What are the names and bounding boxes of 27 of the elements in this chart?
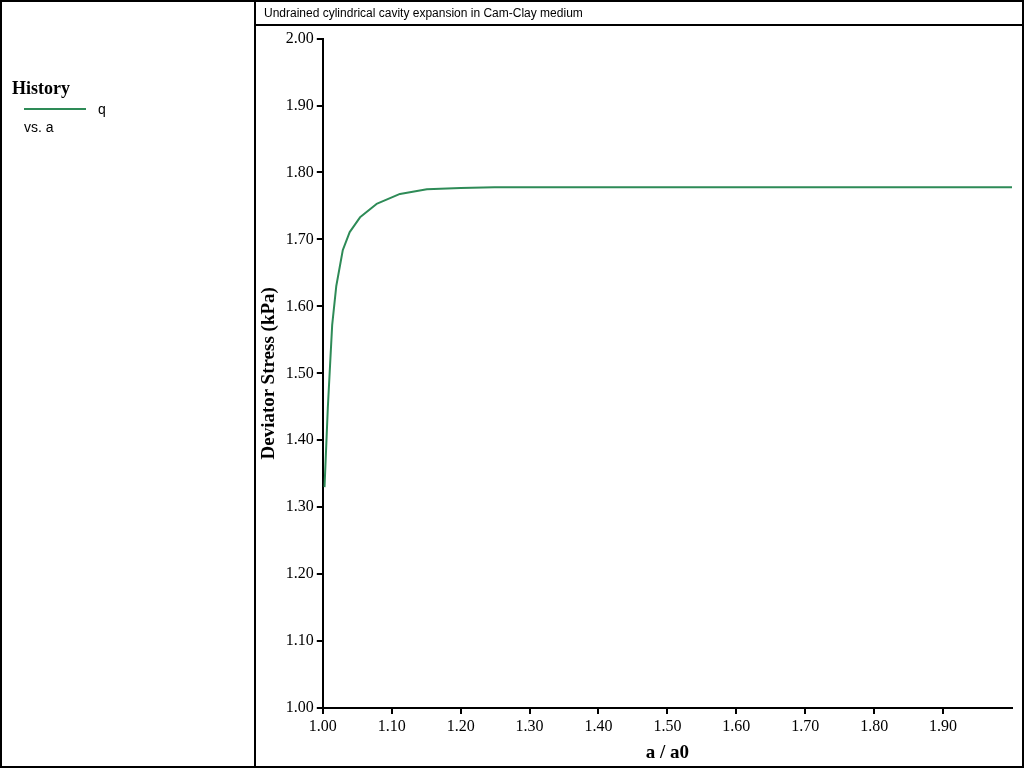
y-tick-label: 1.90 xyxy=(285,95,314,113)
y-tick-label: 1.50 xyxy=(285,363,314,381)
y-tick-label: 1.80 xyxy=(285,162,314,180)
y-tick-label: 1.60 xyxy=(285,296,314,314)
legend-label: q xyxy=(98,101,106,117)
x-tick-label: 1.60 xyxy=(722,716,751,734)
y-tick-label: 1.10 xyxy=(285,631,314,649)
y-tick-label: 1.00 xyxy=(285,698,314,716)
x-tick-label: 1.70 xyxy=(791,716,820,734)
y-tick-label: 2.00 xyxy=(285,28,314,46)
x-tick-label: 1.20 xyxy=(446,716,475,734)
x-tick-label: 1.10 xyxy=(377,716,406,734)
y-tick-label: 1.30 xyxy=(285,497,314,515)
x-tick-label: 1.50 xyxy=(653,716,682,734)
x-axis-title: a / a0 xyxy=(645,740,690,762)
y-tick-label: 1.40 xyxy=(285,430,314,448)
y-tick-label: 1.70 xyxy=(285,229,314,247)
x-tick-label: 1.00 xyxy=(308,716,337,734)
chart-title: Undrained cylindrical cavity expansion in Cam-Clay medium xyxy=(256,2,1022,26)
x-tick-label: 1.40 xyxy=(584,716,613,734)
x-tick-label: 1.30 xyxy=(515,716,544,734)
legend-title: History xyxy=(12,78,71,99)
text: vs. a xyxy=(24,119,55,135)
x-tick-label: 1.90 xyxy=(929,716,958,734)
y-axis-title: Deviator Stress (kPa) xyxy=(257,287,280,460)
y-tick-label: 1.20 xyxy=(285,564,314,582)
x-tick-label: 1.80 xyxy=(860,716,889,734)
